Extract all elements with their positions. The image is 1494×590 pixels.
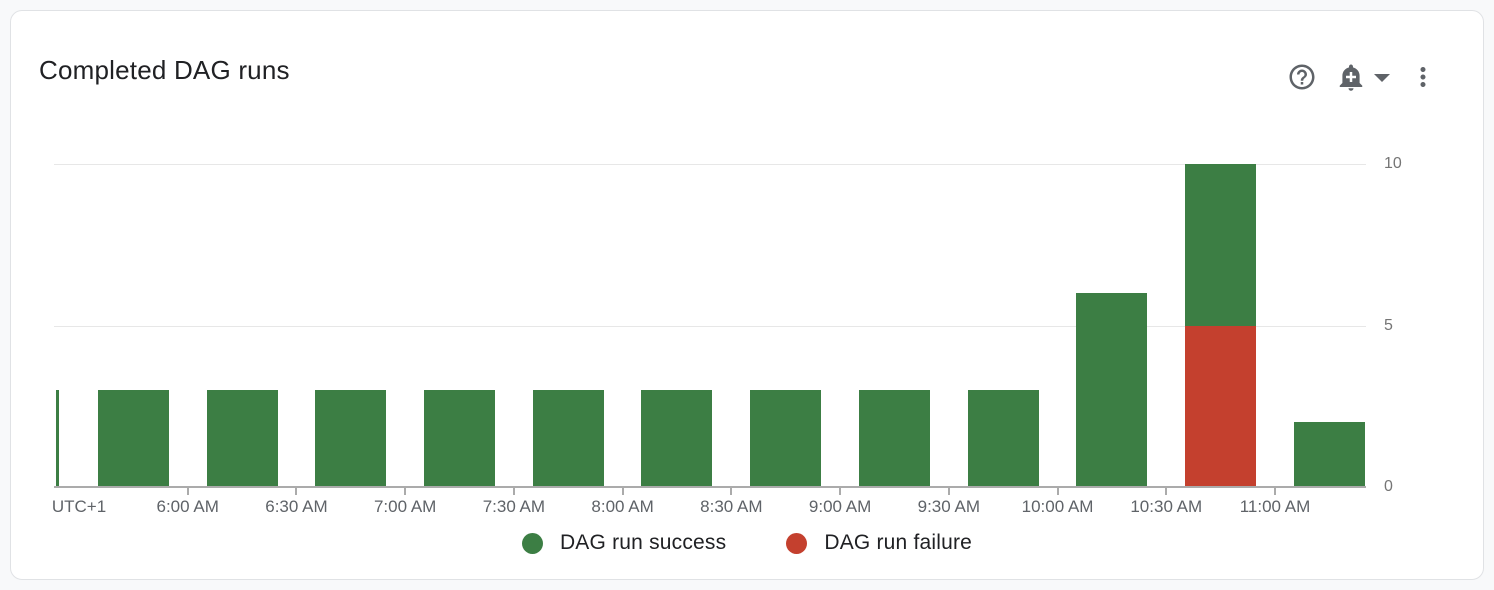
x-tick-mark — [730, 488, 733, 495]
kebab-menu-icon — [1420, 67, 1426, 87]
x-axis-label: 7:00 AM — [373, 497, 437, 516]
chart-title: Completed DAG runs — [39, 55, 290, 85]
legend-item-success[interactable]: DAG run success — [521, 531, 727, 555]
card-toolbar — [1287, 62, 1438, 92]
more-options-button[interactable] — [1408, 62, 1438, 92]
y-gridline — [54, 164, 1366, 165]
legend-label-failure: DAG run failure — [824, 531, 973, 554]
bar-segment — [315, 390, 387, 487]
x-axis-label: 8:00 AM — [591, 497, 654, 516]
bar-segment — [1076, 293, 1148, 487]
x-tick-mark — [1274, 488, 1276, 495]
x-axis-label: 9:00 AM — [808, 497, 872, 516]
help-button[interactable] — [1287, 62, 1317, 92]
clipped-bar-segment — [56, 390, 59, 487]
x-axis-line — [54, 486, 1366, 488]
x-tick-mark — [295, 488, 298, 495]
success-color-swatch — [521, 532, 543, 554]
x-axis-label: 6:30 AM — [265, 497, 328, 516]
x-axis-label: 10:30 AM — [1130, 497, 1203, 516]
x-axis-corner-label: UTC+1 — [51, 497, 107, 516]
x-tick-mark — [947, 488, 950, 495]
bar-segment — [858, 390, 930, 487]
x-axis-label: 9:30 AM — [917, 497, 980, 516]
legend-item-failure[interactable]: DAG run failure — [786, 531, 972, 555]
x-tick-mark — [186, 488, 189, 495]
legend-label-success: DAG run success — [559, 531, 727, 554]
x-axis-label: 6:00 AM — [156, 497, 219, 516]
x-axis-label: 10:00 AM — [1021, 497, 1094, 516]
x-tick-mark — [512, 488, 515, 495]
x-axis-label: 8:30 AM — [700, 497, 763, 516]
x-tick-mark — [839, 488, 842, 495]
x-axis-label: 7:30 AM — [482, 497, 546, 516]
create-alert-button[interactable] — [1336, 62, 1408, 92]
dropdown-arrow-icon — [1374, 74, 1390, 82]
y-gridline — [54, 325, 1366, 327]
x-axis-label: 11:00 AM — [1239, 497, 1311, 516]
chart-plot-area[interactable]: 0 5 10 6:00 AM 6:30 AM 7:00 AM 7:30 AM 8:00 AM 8… — [11, 11, 1483, 579]
x-tick-mark — [404, 488, 407, 495]
bar-segment — [641, 390, 713, 487]
bar-segment — [97, 390, 169, 487]
x-tick-mark — [1165, 488, 1168, 495]
bar-segment — [1185, 325, 1257, 487]
y-axis-label: 5 — [1384, 316, 1393, 334]
bar-segment — [967, 390, 1039, 487]
help-icon — [1289, 64, 1315, 90]
chart-card: Completed DAG runs 0 5 10 6:00 AM 6:30 AM 7:0… — [10, 10, 1484, 580]
bar-segment — [206, 390, 278, 487]
bar-segment — [1293, 422, 1365, 487]
y-axis-label: 10 — [1384, 155, 1402, 172]
chart-legend: DAG run success DAG run failure — [11, 531, 1483, 555]
bar-segment — [424, 390, 496, 487]
y-axis-label: 0 — [1384, 478, 1393, 495]
bar-segment — [750, 390, 822, 487]
bar-segment — [1185, 164, 1257, 326]
x-tick-mark — [621, 488, 624, 495]
x-tick-mark — [1056, 488, 1059, 495]
bar-segment — [532, 390, 604, 487]
failure-color-swatch — [786, 532, 808, 554]
add-alert-bell-icon — [1339, 64, 1363, 91]
